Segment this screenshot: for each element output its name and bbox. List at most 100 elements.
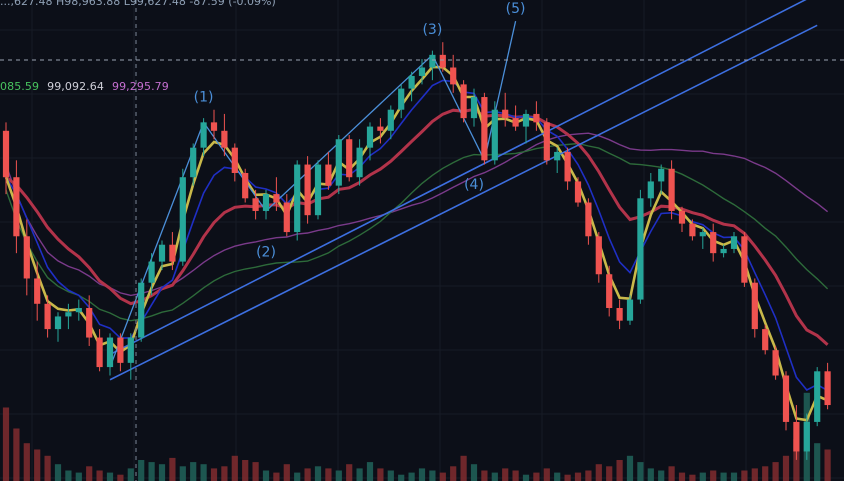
volume-bar [283, 464, 290, 481]
volume-bar [710, 470, 717, 481]
candle [418, 59, 426, 85]
volume-bar [585, 470, 592, 481]
wave-label: (1) [194, 89, 214, 105]
candle [626, 295, 634, 325]
volume-bar [502, 468, 509, 481]
candle [606, 265, 613, 317]
volume-bar [429, 470, 436, 481]
wave-path [109, 20, 517, 368]
candle [346, 135, 353, 182]
volume-bar [647, 468, 654, 481]
candle [75, 299, 82, 321]
candle [377, 118, 384, 144]
candle [793, 405, 800, 460]
candle [730, 232, 738, 254]
candle [824, 362, 831, 410]
volume-bar [96, 470, 103, 481]
candle [106, 333, 114, 376]
candle [720, 244, 727, 258]
candle [658, 164, 665, 195]
candle [772, 345, 779, 380]
volume-bar [814, 443, 821, 481]
candle [179, 168, 186, 266]
candle [554, 147, 561, 173]
elliott-wave [109, 20, 517, 368]
volume-bar [44, 455, 51, 481]
volume-bar [138, 460, 145, 481]
candle [574, 177, 582, 207]
volume-bar [720, 472, 727, 481]
ma-value-3: 99,295.79 [111, 80, 169, 93]
volume-bar [106, 472, 114, 481]
volume-bar [356, 468, 363, 481]
volume-bar [637, 462, 644, 481]
volume-bar [242, 460, 249, 481]
volume-bar [616, 460, 623, 481]
volume-bar [210, 468, 218, 481]
volume-bar [730, 472, 738, 481]
candle [127, 333, 134, 380]
volume-bar [678, 472, 686, 481]
volume-bars [2, 392, 831, 481]
candle [616, 299, 623, 330]
volume-bar [554, 472, 561, 481]
ma-yellow-line [4, 65, 829, 422]
volume-bar [387, 470, 394, 481]
candle [231, 143, 238, 182]
candle [647, 172, 654, 207]
volume-bar [564, 474, 571, 481]
volume-bar [751, 468, 758, 481]
volume-bar [75, 472, 82, 481]
volume-bar [346, 464, 353, 481]
candle [242, 168, 249, 203]
candle [96, 329, 103, 372]
candle [512, 105, 519, 131]
volume-bar [762, 466, 769, 481]
candle [273, 177, 280, 211]
volume-bar [491, 472, 498, 481]
candle [502, 92, 509, 127]
candle [65, 303, 72, 330]
wave-label: (3) [422, 22, 442, 38]
volume-bar [689, 474, 696, 481]
volume-bar [325, 468, 332, 481]
volume-bar [699, 472, 706, 481]
volume-bar [13, 428, 20, 481]
volume-bar [398, 474, 405, 481]
candle [543, 118, 550, 165]
volume-bar [418, 468, 426, 481]
volume-bar [34, 449, 41, 481]
candle [751, 278, 758, 338]
candle [814, 367, 821, 427]
volume-bar [533, 472, 540, 481]
candle [689, 219, 696, 241]
volume-bar [377, 468, 384, 481]
candles [2, 42, 831, 460]
trend-channel [109, 0, 818, 381]
volume-bar [606, 466, 613, 481]
volume-bar [314, 466, 322, 481]
candle [564, 147, 571, 190]
volume-bar [54, 464, 62, 481]
volume-bar [158, 464, 166, 481]
candle [283, 194, 290, 237]
candle [585, 198, 592, 245]
volume-bar [179, 466, 186, 481]
volume-bar [595, 464, 602, 481]
volume-bar [273, 472, 280, 481]
volume-bar [470, 464, 478, 481]
candle [2, 122, 10, 195]
candle [481, 92, 488, 165]
candle [491, 101, 498, 165]
candle [54, 312, 62, 342]
volume-bar [824, 449, 831, 481]
volume-bar [439, 472, 446, 481]
candle [34, 261, 41, 321]
candle [314, 160, 322, 220]
volume-bar [117, 474, 124, 481]
volume-bar [658, 470, 665, 481]
candle [668, 160, 675, 220]
ma-value-2: 99,092.64 [47, 80, 104, 93]
